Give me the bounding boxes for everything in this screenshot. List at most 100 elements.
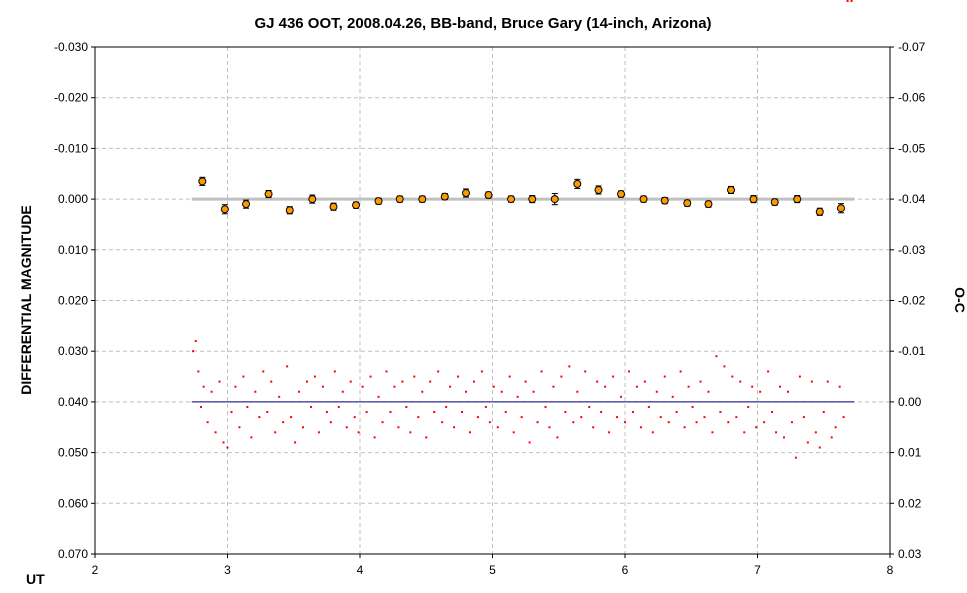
residual-point: [552, 385, 555, 388]
residual-point: [377, 395, 380, 398]
residual-point: [667, 421, 670, 424]
binned-point: [220, 205, 229, 214]
residual-point: [457, 375, 460, 378]
y2-tick-label: 0.02: [898, 496, 922, 510]
residual-point: [393, 385, 396, 388]
residual-point: [234, 385, 237, 388]
residual-point: [321, 385, 324, 388]
binned-point: [683, 199, 692, 208]
residual-point: [596, 380, 599, 383]
y-tick-label: 0.020: [58, 294, 88, 308]
residual-point: [639, 426, 642, 429]
binned-point: [352, 201, 361, 210]
residual-point: [711, 431, 714, 434]
residual-point: [353, 416, 356, 419]
residual-point: [401, 380, 404, 383]
residual-point: [779, 385, 782, 388]
residual-point: [735, 416, 738, 419]
residual-point: [278, 395, 281, 398]
residual-point: [802, 416, 805, 419]
x-tick-label: 5: [489, 563, 496, 577]
residual-point: [679, 370, 682, 373]
grid-lines: [95, 47, 890, 554]
residual-point: [707, 390, 710, 393]
residual-point: [413, 375, 416, 378]
residual-point: [417, 416, 420, 419]
residual-point: [771, 411, 774, 414]
residual-point: [838, 385, 841, 388]
binned-point: [639, 195, 648, 204]
residual-point: [814, 431, 817, 434]
residual-point: [226, 446, 229, 449]
residual-point: [345, 426, 348, 429]
residual-point: [465, 390, 467, 393]
residual-point: [274, 431, 277, 434]
residual-point: [437, 370, 440, 373]
residual-point: [532, 390, 535, 393]
residual-point: [441, 421, 444, 424]
residual-point: [365, 411, 368, 414]
residual-point: [631, 411, 634, 414]
residual-point: [767, 370, 770, 373]
residual-point: [453, 426, 456, 429]
residual-point: [580, 416, 583, 419]
residual-point: [504, 411, 507, 414]
residual-point: [266, 411, 269, 414]
residual-point: [242, 375, 245, 378]
residual-point: [604, 385, 607, 388]
residual-point: [806, 441, 809, 444]
y-tick-label: 0.060: [58, 496, 88, 510]
y2-axis-title: O-C: [952, 287, 967, 313]
residual-point: [576, 390, 579, 393]
residual-point: [822, 411, 825, 414]
y-tick-label: 0.050: [58, 446, 88, 460]
residual-point: [254, 390, 257, 393]
residual-point: [421, 390, 424, 393]
residual-point: [810, 380, 813, 383]
residual-point: [699, 380, 702, 383]
y-tick-label: -0.020: [54, 91, 88, 105]
residual-point: [755, 426, 758, 429]
residual-point: [369, 375, 372, 378]
residual-point: [616, 416, 619, 419]
residual-point: [739, 380, 742, 383]
binned-point: [815, 207, 824, 216]
x-tick-label: 8: [887, 563, 894, 577]
binned-points: [198, 176, 845, 216]
binned-point: [395, 195, 404, 204]
y-tick-label: 0.000: [58, 192, 88, 206]
residual-point: [572, 421, 575, 424]
residual-point: [655, 390, 658, 393]
residual-point: [409, 431, 412, 434]
residual-point: [425, 436, 428, 439]
residual-point: [548, 426, 551, 429]
residual-point: [592, 426, 595, 429]
y-tick-label: 0.010: [58, 243, 88, 257]
y2-tick-label: 0.03: [898, 547, 922, 561]
binned-point: [418, 195, 427, 204]
residual-point: [313, 375, 316, 378]
y2-tick-label: -0.02: [898, 294, 926, 308]
binned-point: [462, 189, 470, 198]
y2-tick-label: -0.03: [898, 243, 926, 257]
residual-point: [445, 405, 448, 408]
residual-point: [480, 370, 483, 373]
y2-tick-label: 0.00: [898, 395, 922, 409]
binned-point: [329, 202, 338, 211]
residual-point: [671, 395, 674, 398]
residual-point: [600, 411, 603, 414]
residual-point: [200, 405, 202, 408]
residual-point: [230, 411, 233, 414]
residual-point: [496, 426, 499, 429]
residual-point: [405, 405, 408, 408]
residual-point: [747, 405, 750, 408]
residual-point: [357, 431, 360, 434]
residual-point: [192, 350, 195, 353]
residual-point: [373, 436, 376, 439]
residual-point: [783, 436, 785, 439]
residual-point: [826, 380, 829, 383]
residual-point: [842, 416, 845, 419]
residual-point: [759, 390, 762, 393]
residual-point: [429, 380, 432, 383]
residual-point: [751, 385, 754, 388]
